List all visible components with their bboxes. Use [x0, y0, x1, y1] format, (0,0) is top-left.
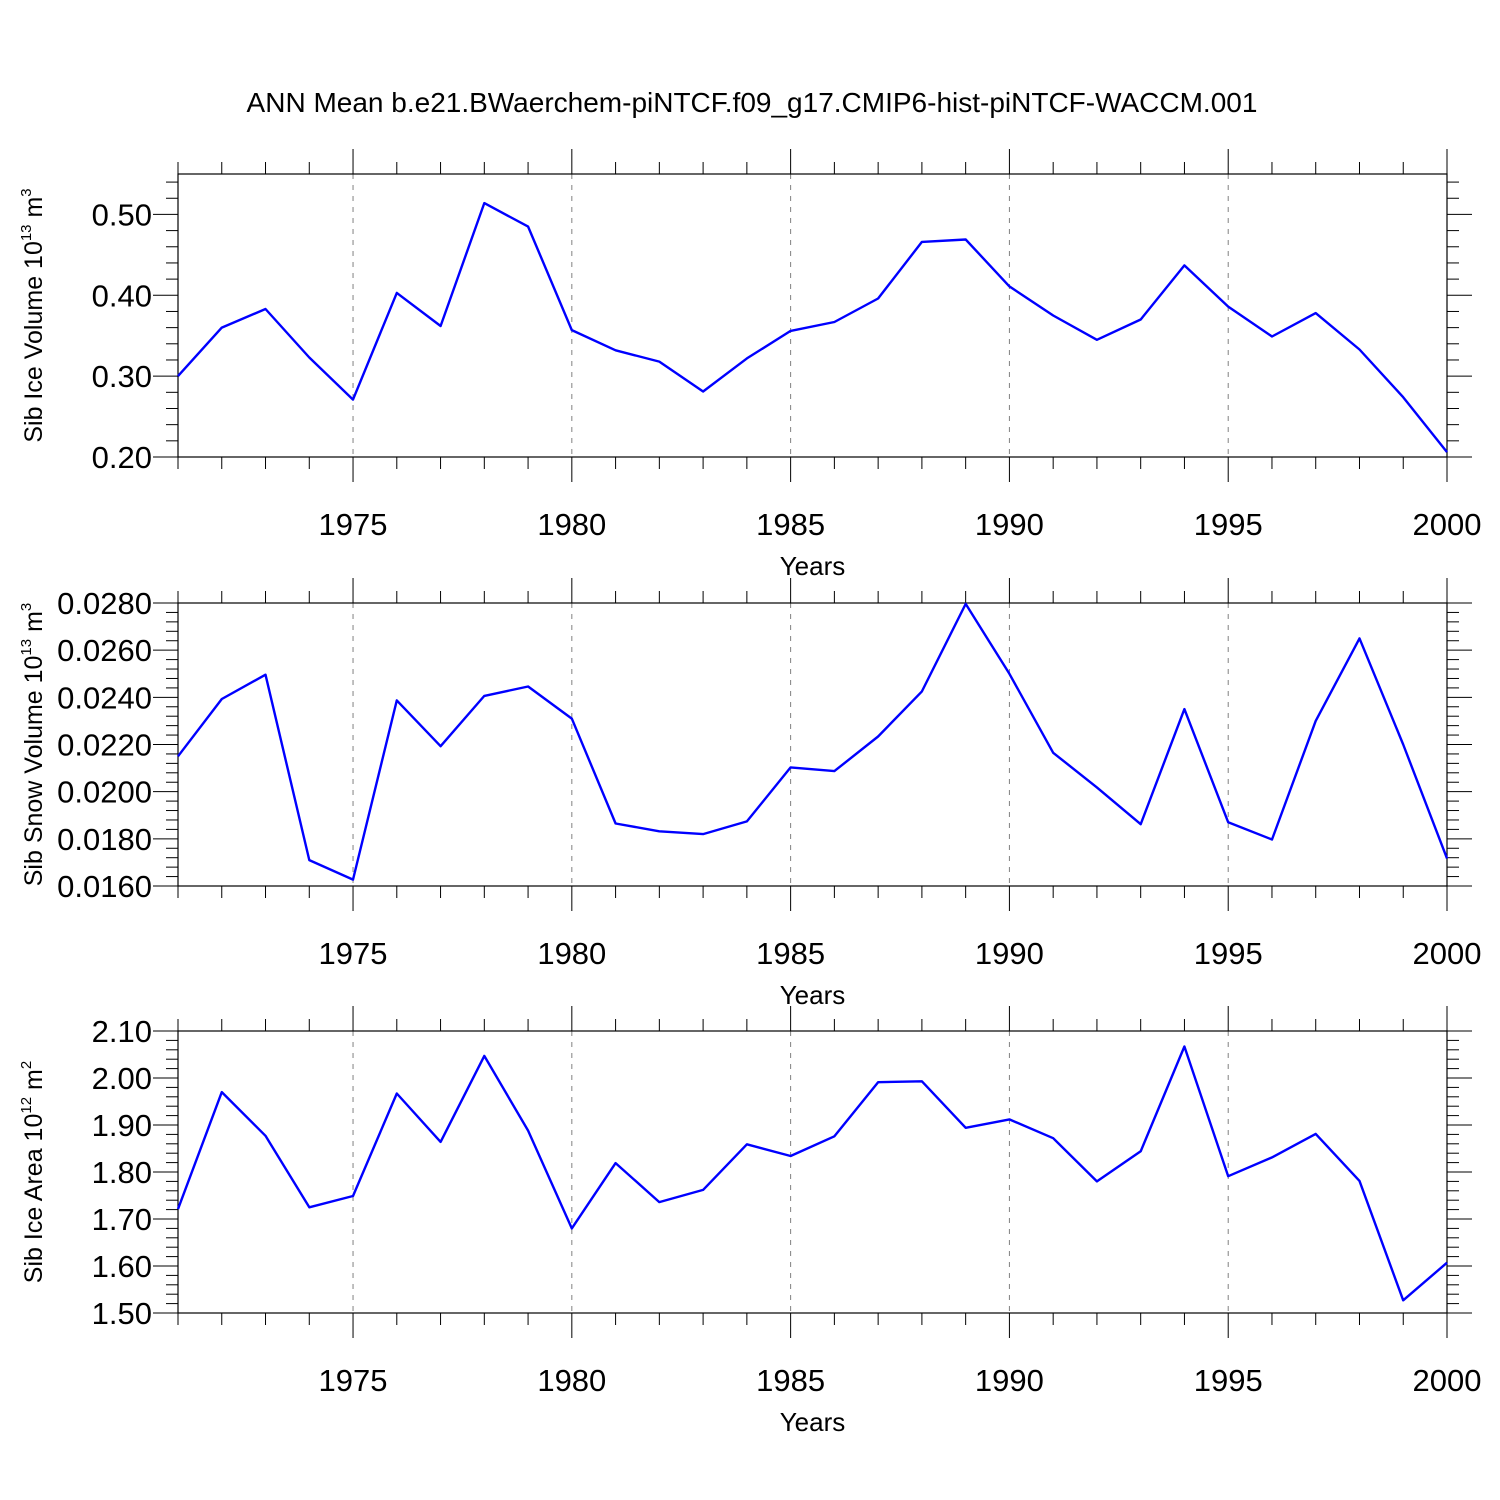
y-axis-label: Sib Ice Area 1012 m2: [18, 1061, 48, 1283]
x-axis-label: Years: [780, 1407, 846, 1437]
x-tick-label: 1995: [1194, 507, 1263, 542]
y-tick-label: 0.0200: [57, 775, 152, 810]
x-tick-label: 2000: [1413, 507, 1482, 542]
x-tick-label: 1980: [537, 507, 606, 542]
x-tick-label: 2000: [1413, 1363, 1482, 1398]
x-tick-label: 1995: [1194, 1363, 1263, 1398]
plot-frame: [177, 173, 1448, 458]
y-tick-label: 1.60: [92, 1249, 152, 1284]
x-tick-label: 1980: [537, 936, 606, 971]
x-tick-label: 1990: [975, 507, 1044, 542]
x-tick-label: 1975: [319, 1363, 388, 1398]
x-tick-label: 1985: [756, 936, 825, 971]
panel-3: 1975 1980 1985 1990 1995 2000 1.50 1.60 1.70 1.80…: [18, 1006, 1481, 1437]
y-tick-label: 0.0260: [57, 633, 152, 668]
y-tick-label: 0.0220: [57, 728, 152, 763]
y-tick-label: 1.70: [92, 1202, 152, 1237]
y-tick-label: 0.50: [92, 197, 152, 232]
y-tick-label: 1.80: [92, 1155, 152, 1190]
panel-1: 1975 1980 1985 1990 1995 2000 0.20 0.30 0.40 0.50…: [18, 149, 1481, 581]
x-tick-label: 1985: [756, 1363, 825, 1398]
plot-frame: [177, 1030, 1448, 1314]
y-tick-label: 1.90: [92, 1108, 152, 1143]
series-line: [177, 201, 1448, 453]
y-tick-label: 0.0280: [57, 586, 152, 621]
x-tick-label: 1985: [756, 507, 825, 542]
plot-frame: [177, 602, 1448, 887]
x-tick-label: 1990: [975, 1363, 1044, 1398]
figure-title: ANN Mean b.e21.BWaerchem-piNTCF.f09_g17.…: [247, 87, 1258, 118]
series-line: [177, 602, 1449, 881]
series-line: [176, 1045, 1448, 1302]
y-tick-label: 1.50: [92, 1296, 152, 1331]
x-tick-label: 1980: [537, 1363, 606, 1398]
y-tick-label: 0.0180: [57, 822, 152, 857]
x-axis-label: Years: [780, 551, 846, 581]
x-axis-label: Years: [780, 980, 846, 1010]
x-tick-label: 1975: [319, 507, 388, 542]
panels: 1975 1980 1985 1990 1995 2000 0.20 0.30 0.40 0.50…: [18, 149, 1481, 1437]
panel-2: 1975 1980 1985 1990 1995 2000 0.0160 0.0180 0.02…: [18, 578, 1481, 1010]
x-tick-label: 1990: [975, 936, 1044, 971]
y-tick-label: 2.00: [92, 1061, 152, 1096]
y-tick-label: 0.30: [92, 359, 152, 394]
y-tick-label: 2.10: [92, 1014, 152, 1049]
y-tick-label: 0.20: [92, 440, 152, 475]
x-tick-label: 1975: [319, 936, 388, 971]
x-tick-label: 2000: [1413, 936, 1482, 971]
x-tick-label: 1995: [1194, 936, 1263, 971]
y-axis-label: Sib Snow Volume 1013 m3: [18, 603, 48, 887]
y-tick-label: 0.0160: [57, 869, 152, 904]
y-axis-label: Sib Ice Volume 1013 m3: [18, 188, 48, 442]
y-tick-label: 0.40: [92, 278, 152, 313]
y-tick-label: 0.0240: [57, 680, 152, 715]
